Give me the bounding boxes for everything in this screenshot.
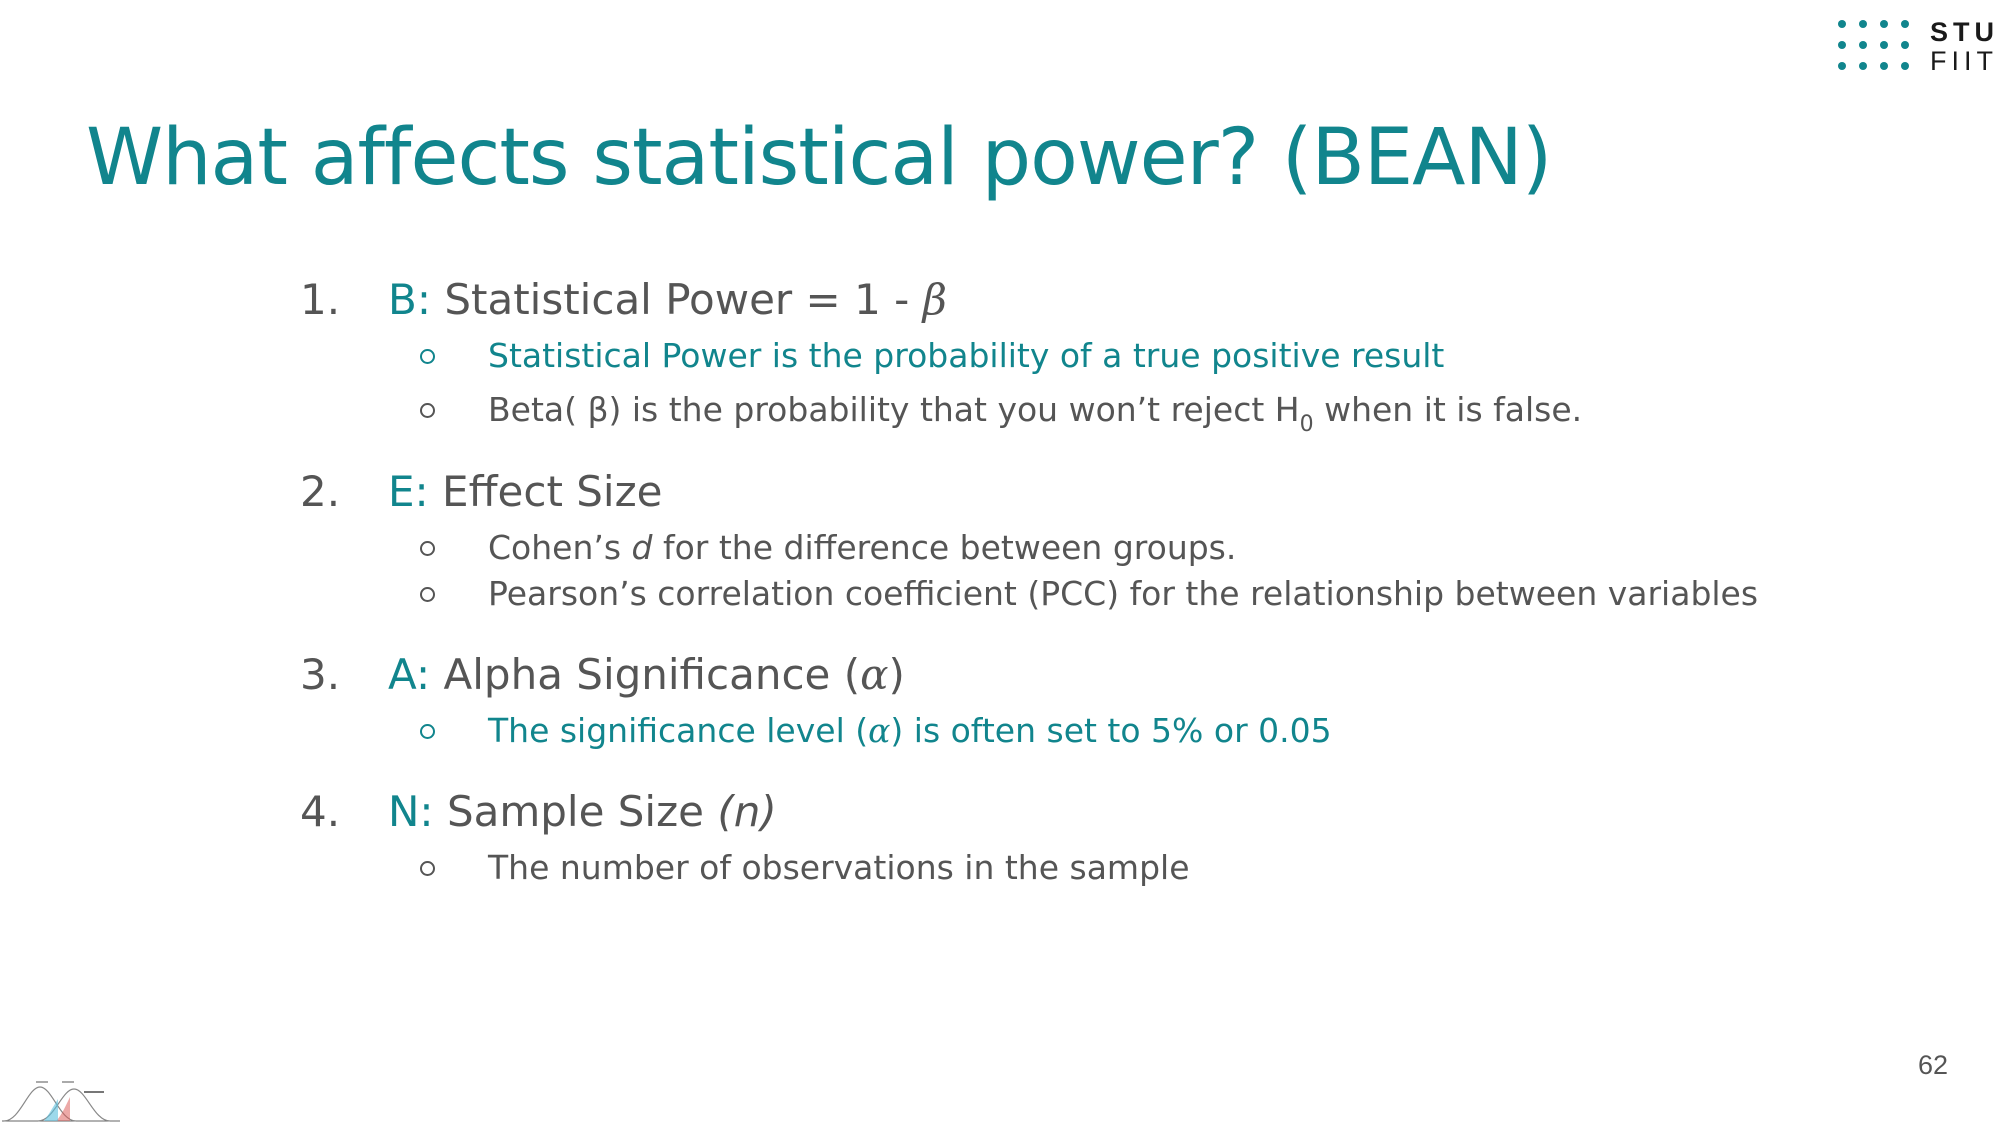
item-number: 2. (300, 467, 341, 516)
logo-line-1: STU (1930, 17, 1999, 47)
item-number: 4. (300, 787, 341, 836)
sub-item-text: Cohen’s d for the difference between gro… (488, 525, 1236, 571)
sub-item: Pearson’s correlation coefficient (PCC) … (0, 571, 2000, 617)
stu-fiit-logo: STU FIIT (1838, 17, 2000, 76)
sub-item: The significance level (α) is often set … (0, 708, 2000, 754)
hollow-bullet-icon (420, 403, 435, 418)
item-label: Alpha Significance ( (443, 650, 861, 699)
sub-item-text: Pearson’s correlation coefficient (PCC) … (488, 574, 1759, 613)
slide-title: What affects statistical power? (BEAN) (86, 113, 1552, 203)
logo-line-2: FIIT (1930, 46, 1998, 76)
list-item-b: 1. B: Statistical Power = 1 - β (0, 270, 2000, 330)
hollow-bullet-icon (420, 724, 435, 739)
sub-item-text: The significance level (α) is often set … (488, 708, 1332, 754)
text-part: Cohen’s (488, 528, 632, 567)
text-part: when it is false. (1313, 390, 1583, 429)
hollow-bullet-icon (420, 587, 435, 602)
sub-item: Cohen’s d for the difference between gro… (0, 525, 2000, 571)
hollow-bullet-icon (420, 349, 435, 364)
hollow-bullet-icon (420, 861, 435, 876)
item-heading: N: Sample Size (n) (388, 782, 777, 842)
page-number: 62 (1917, 1050, 1948, 1080)
sub-item: Beta( β) is the probability that you won… (0, 387, 2000, 437)
sub-item: The number of observations in the sample (0, 845, 2000, 891)
sub-item-text: The number of observations in the sample (488, 848, 1190, 887)
item-letter: A: (388, 650, 431, 699)
text-part: The significance level ( (488, 711, 869, 750)
sub-item-text: Statistical Power is the probability of … (488, 336, 1445, 375)
hollow-bullet-icon (420, 541, 435, 556)
list-item-e: 2. E: Effect Size (0, 462, 2000, 522)
sub-item-text: Beta( β) is the probability that you won… (488, 387, 1582, 438)
italic-n: (n) (717, 787, 777, 836)
text-part: Beta( β) is the probability that you won… (488, 390, 1300, 429)
item-letter: N: (388, 787, 434, 836)
item-heading: E: Effect Size (388, 462, 663, 522)
item-heading: B: Statistical Power = 1 - β (388, 270, 947, 330)
item-letter: B: (388, 275, 431, 324)
item-label-end: ) (888, 650, 905, 699)
item-label: Statistical Power = 1 - (444, 275, 910, 324)
list-item-n: 4. N: Sample Size (n) (0, 782, 2000, 842)
subscript: 0 (1299, 412, 1314, 437)
beta-symbol: β (922, 275, 947, 324)
sub-item: Statistical Power is the probability of … (0, 333, 2000, 379)
text-part: ) is often set to 5% or 0.05 (890, 711, 1332, 750)
alpha-symbol: α (868, 711, 891, 750)
item-label: Sample Size (446, 787, 718, 836)
text-part: for the difference between groups. (652, 528, 1237, 567)
alpha-symbol: α (860, 650, 889, 699)
item-number: 3. (300, 650, 341, 699)
list-item-a: 3. A: Alpha Significance (α) (0, 645, 2000, 705)
item-heading: A: Alpha Significance (α) (388, 645, 905, 705)
dot-grid-icon (1838, 20, 1909, 70)
item-label: Effect Size (442, 467, 663, 516)
power-distribution-thumbnail-icon (2, 1081, 120, 1122)
italic-d: d (631, 528, 653, 567)
item-letter: E: (388, 467, 429, 516)
item-number: 1. (300, 275, 341, 324)
